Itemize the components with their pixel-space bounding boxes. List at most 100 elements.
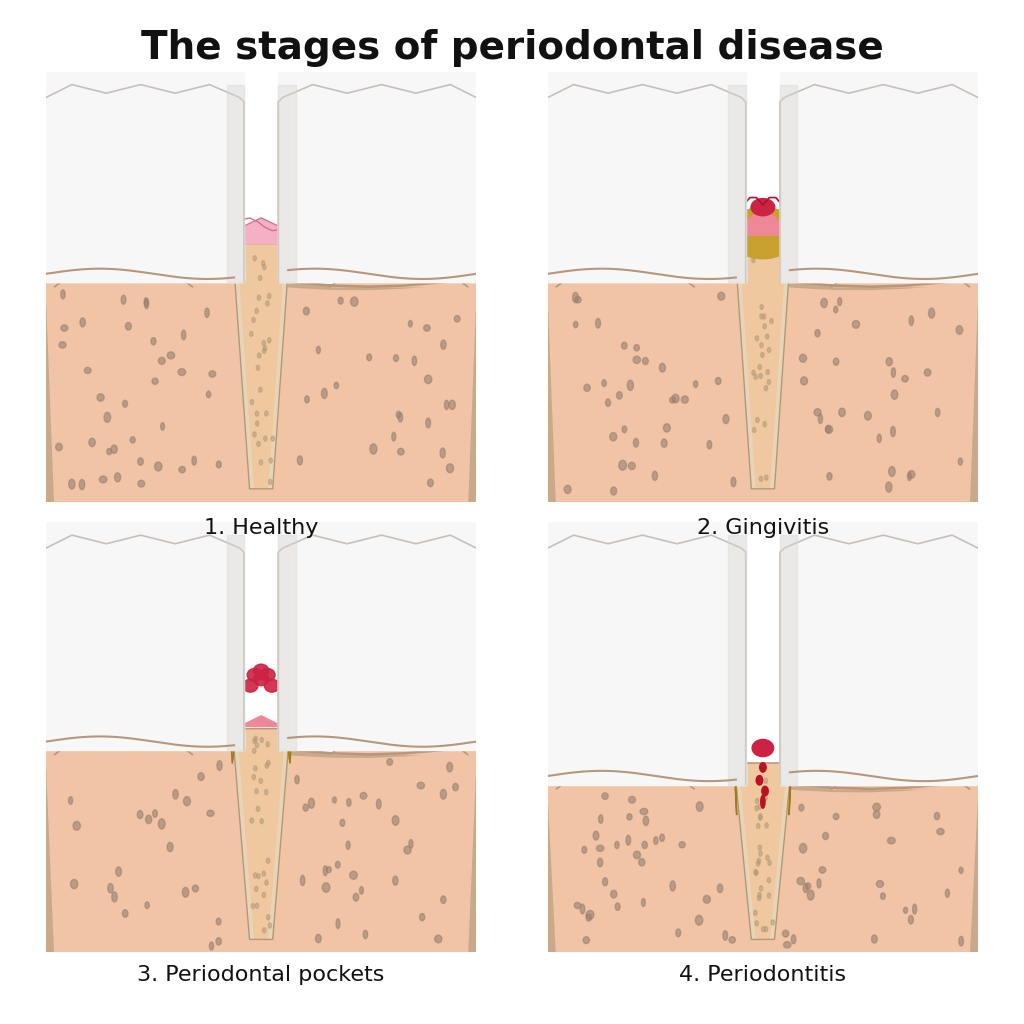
Ellipse shape <box>564 485 571 494</box>
Ellipse shape <box>679 842 685 848</box>
Ellipse shape <box>695 915 702 925</box>
Polygon shape <box>728 552 745 784</box>
Ellipse shape <box>935 409 940 417</box>
Ellipse shape <box>338 297 343 304</box>
Ellipse shape <box>758 365 762 370</box>
Polygon shape <box>831 745 970 788</box>
Ellipse shape <box>797 878 805 885</box>
Ellipse shape <box>756 418 759 423</box>
Ellipse shape <box>771 920 774 925</box>
Ellipse shape <box>453 783 459 791</box>
Ellipse shape <box>250 331 253 337</box>
Ellipse shape <box>262 348 266 353</box>
Ellipse shape <box>582 847 587 853</box>
Ellipse shape <box>873 810 880 818</box>
Ellipse shape <box>251 903 255 908</box>
Ellipse shape <box>584 384 590 391</box>
Polygon shape <box>780 552 798 784</box>
Ellipse shape <box>393 876 398 885</box>
Ellipse shape <box>799 804 804 811</box>
Ellipse shape <box>99 476 106 483</box>
Ellipse shape <box>153 810 158 817</box>
Ellipse shape <box>766 370 769 375</box>
Ellipse shape <box>718 292 725 300</box>
Ellipse shape <box>191 457 197 465</box>
Ellipse shape <box>902 376 908 382</box>
Polygon shape <box>780 85 798 283</box>
Ellipse shape <box>596 318 600 328</box>
Ellipse shape <box>179 467 185 473</box>
Ellipse shape <box>323 883 330 892</box>
Ellipse shape <box>266 760 270 766</box>
Polygon shape <box>38 522 244 751</box>
Polygon shape <box>279 85 484 283</box>
Ellipse shape <box>871 935 878 943</box>
Ellipse shape <box>253 749 256 754</box>
Ellipse shape <box>155 462 162 471</box>
Ellipse shape <box>708 440 712 449</box>
Ellipse shape <box>360 793 367 799</box>
Ellipse shape <box>250 818 254 823</box>
Ellipse shape <box>574 297 581 303</box>
Ellipse shape <box>818 414 822 424</box>
Ellipse shape <box>247 669 262 681</box>
Polygon shape <box>548 772 978 952</box>
Polygon shape <box>38 536 244 751</box>
Ellipse shape <box>300 876 305 886</box>
Polygon shape <box>732 269 745 279</box>
Ellipse shape <box>764 778 768 783</box>
Ellipse shape <box>216 461 221 468</box>
Ellipse shape <box>593 831 599 840</box>
Ellipse shape <box>268 923 271 928</box>
Ellipse shape <box>255 421 259 426</box>
Ellipse shape <box>152 378 158 384</box>
Ellipse shape <box>79 479 85 489</box>
Ellipse shape <box>800 354 807 362</box>
Ellipse shape <box>183 797 190 806</box>
Ellipse shape <box>370 443 377 454</box>
Ellipse shape <box>803 884 808 893</box>
Ellipse shape <box>759 886 763 891</box>
Ellipse shape <box>364 930 368 939</box>
Polygon shape <box>279 522 484 751</box>
Ellipse shape <box>295 775 299 783</box>
Ellipse shape <box>346 841 350 849</box>
Ellipse shape <box>440 896 445 903</box>
Ellipse shape <box>729 937 735 943</box>
Ellipse shape <box>255 788 258 794</box>
Polygon shape <box>38 101 54 283</box>
Ellipse shape <box>123 909 128 918</box>
Polygon shape <box>556 745 694 788</box>
Ellipse shape <box>766 334 769 339</box>
Ellipse shape <box>265 763 268 768</box>
Polygon shape <box>280 659 297 763</box>
Ellipse shape <box>161 423 165 430</box>
Ellipse shape <box>609 432 616 441</box>
Ellipse shape <box>633 356 640 364</box>
Ellipse shape <box>891 368 895 377</box>
Ellipse shape <box>821 298 827 307</box>
Polygon shape <box>468 101 484 283</box>
Ellipse shape <box>340 819 345 826</box>
Ellipse shape <box>767 347 771 352</box>
Ellipse shape <box>755 870 758 876</box>
Ellipse shape <box>254 766 257 771</box>
Ellipse shape <box>605 399 610 407</box>
Polygon shape <box>279 737 292 745</box>
Ellipse shape <box>610 890 616 898</box>
Ellipse shape <box>762 927 765 932</box>
Ellipse shape <box>145 902 150 908</box>
Ellipse shape <box>756 799 759 804</box>
Ellipse shape <box>125 323 131 330</box>
Ellipse shape <box>253 738 256 743</box>
Ellipse shape <box>267 338 271 343</box>
Ellipse shape <box>758 895 761 900</box>
Ellipse shape <box>752 370 756 375</box>
Ellipse shape <box>193 885 199 892</box>
Ellipse shape <box>912 904 916 914</box>
Ellipse shape <box>752 257 755 262</box>
Ellipse shape <box>250 399 254 404</box>
Ellipse shape <box>888 838 895 844</box>
Ellipse shape <box>349 871 357 880</box>
Ellipse shape <box>182 888 188 897</box>
